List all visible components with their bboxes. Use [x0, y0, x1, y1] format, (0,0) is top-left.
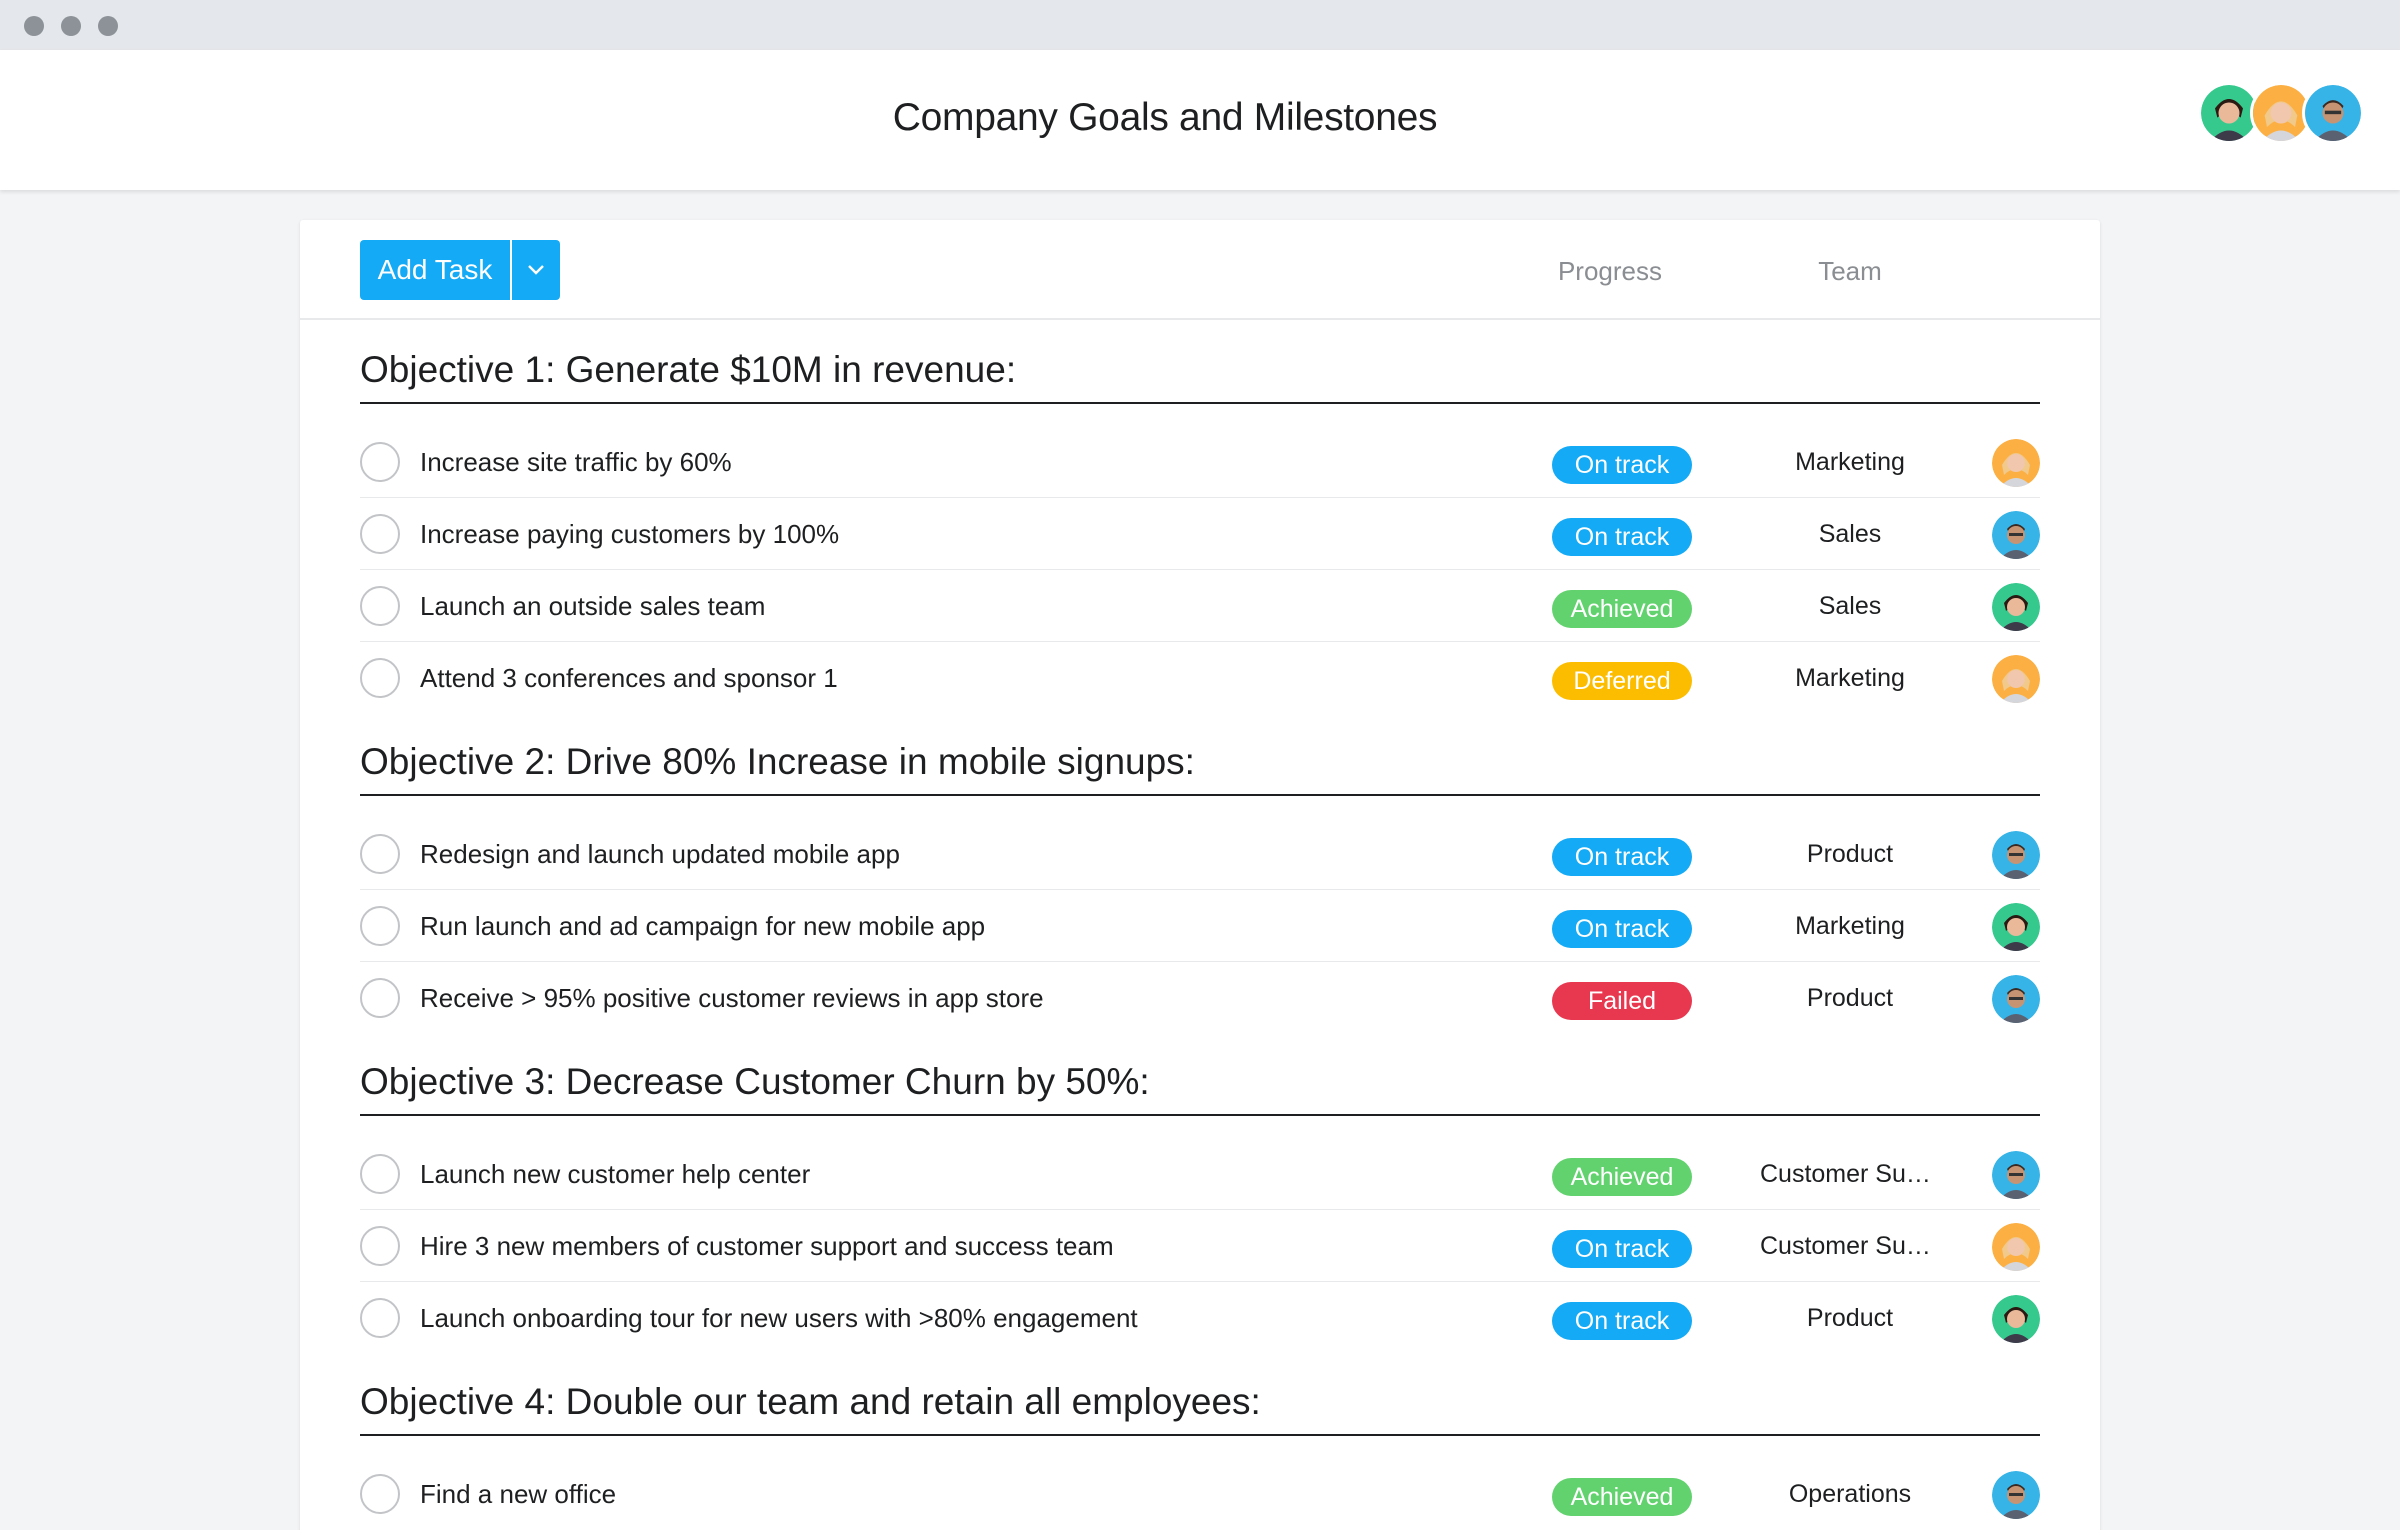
task-row[interactable]: Find a new office Achieved Operations [360, 1458, 2040, 1530]
assignee-avatar-green[interactable] [1992, 583, 2040, 631]
assignee-avatar-blue[interactable] [1992, 1471, 2040, 1519]
task-complete-checkbox[interactable] [360, 514, 400, 554]
section-header[interactable]: Objective 1: Generate $10M in revenue: [360, 342, 2040, 404]
team-field[interactable]: Marketing [1795, 448, 1905, 476]
progress-status-badge[interactable]: Deferred [1552, 662, 1692, 700]
task-name[interactable]: Attend 3 conferences and sponsor 1 [420, 663, 838, 693]
assignee-avatar-blue[interactable] [1992, 831, 2040, 879]
task-name[interactable]: Launch onboarding tour for new users wit… [420, 1303, 1138, 1333]
progress-status-badge[interactable]: Failed [1552, 982, 1692, 1020]
window-minimize-dot[interactable] [61, 16, 81, 36]
assignee-avatar-blue[interactable] [1992, 1151, 2040, 1199]
list-toolbar: Add Task Progress Team [300, 220, 2100, 320]
task-complete-checkbox[interactable] [360, 906, 400, 946]
progress-status-badge[interactable]: On track [1552, 1302, 1692, 1340]
task-complete-checkbox[interactable] [360, 658, 400, 698]
team-field[interactable]: Product [1806, 984, 1894, 1012]
team-field[interactable]: Sales [1818, 592, 1882, 620]
progress-status-badge[interactable]: On track [1552, 910, 1692, 948]
task-complete-checkbox[interactable] [360, 586, 400, 626]
task-complete-checkbox[interactable] [360, 442, 400, 482]
task-row[interactable]: Receive > 95% positive customer reviews … [360, 962, 2040, 1034]
team-field[interactable]: Product [1806, 840, 1894, 868]
assignee-avatar-green[interactable] [1992, 1295, 2040, 1343]
assignee-avatar-orange[interactable] [1992, 655, 2040, 703]
team-field[interactable]: Customer Succ... [1760, 1160, 1940, 1188]
column-header-progress[interactable]: Progress [1557, 256, 1663, 286]
task-row[interactable]: Increase site traffic by 60% On track Mark… [360, 426, 2040, 498]
add-task-dropdown[interactable] [512, 240, 560, 300]
goals-list: Add Task Progress Team Objective 1: Gene… [300, 220, 2100, 1530]
assignee-avatar-green[interactable] [1992, 903, 2040, 951]
team-field[interactable]: Marketing [1795, 664, 1905, 692]
task-complete-checkbox[interactable] [360, 1154, 400, 1194]
assignee-avatar-blue[interactable] [1992, 975, 2040, 1023]
task-complete-checkbox[interactable] [360, 834, 400, 874]
task-row[interactable]: Launch onboarding tour for new users wit… [360, 1282, 2040, 1354]
section-header[interactable]: Objective 2: Drive 80% Increase in mobil… [360, 734, 2040, 796]
progress-status-badge[interactable]: Achieved [1552, 1478, 1692, 1516]
task-name[interactable]: Run launch and ad campaign for new mobil… [420, 911, 986, 941]
assignee-avatar-orange[interactable] [1992, 1223, 2040, 1271]
section-header[interactable]: Objective 3: Decrease Customer Churn by … [360, 1054, 2040, 1116]
team-field[interactable]: Operations [1788, 1480, 1912, 1508]
member-avatar-blue[interactable] [2302, 82, 2364, 144]
window-maximize-dot[interactable] [98, 16, 118, 36]
section-header[interactable]: Objective 4: Double our team and retain … [360, 1374, 2040, 1436]
task-name[interactable]: Launch an outside sales team [420, 591, 766, 621]
progress-status-badge[interactable]: Achieved [1552, 1158, 1692, 1196]
task-complete-checkbox[interactable] [360, 1226, 400, 1266]
task-name[interactable]: Find a new office [420, 1479, 617, 1509]
progress-status-badge[interactable]: Achieved [1552, 590, 1692, 628]
task-complete-checkbox[interactable] [360, 1474, 400, 1514]
window-close-dot[interactable] [24, 16, 44, 36]
team-field[interactable]: Customer Succ... [1760, 1232, 1940, 1260]
member-avatar-green[interactable] [2198, 82, 2260, 144]
team-field[interactable]: Sales [1818, 520, 1882, 548]
page-title: Company Goals and Milestones [892, 96, 1438, 139]
progress-status-badge[interactable]: On track [1552, 518, 1692, 556]
task-name[interactable]: Redesign and launch updated mobile app [420, 839, 900, 869]
task-complete-checkbox[interactable] [360, 1298, 400, 1338]
column-header-team[interactable]: Team [1818, 256, 1882, 286]
window-chrome [0, 0, 2400, 50]
task-complete-checkbox[interactable] [360, 978, 400, 1018]
chevron-down-icon [528, 265, 544, 275]
task-name[interactable]: Hire 3 new members of customer support a… [420, 1231, 1114, 1261]
progress-status-badge[interactable]: On track [1552, 446, 1692, 484]
progress-status-badge[interactable]: On track [1552, 1230, 1692, 1268]
task-row[interactable]: Launch new customer help center Achieved C… [360, 1138, 2040, 1210]
add-task-button[interactable]: Add Task [360, 240, 510, 300]
task-row[interactable]: Launch an outside sales team Achieved Sale… [360, 570, 2040, 642]
assignee-avatar-blue[interactable] [1992, 511, 2040, 559]
task-row[interactable]: Run launch and ad campaign for new mobil… [360, 890, 2040, 962]
project-header: Company Goals and Milestones [0, 50, 2400, 190]
add-task-split-button: Add Task [360, 240, 560, 300]
assignee-avatar-orange[interactable] [1992, 439, 2040, 487]
task-row[interactable]: Hire 3 new members of customer support a… [360, 1210, 2040, 1282]
team-field[interactable]: Product [1806, 1304, 1894, 1332]
task-name[interactable]: Increase paying customers by 100% [420, 519, 840, 549]
team-field[interactable]: Marketing [1795, 912, 1905, 940]
task-name[interactable]: Receive > 95% positive customer reviews … [420, 983, 1044, 1013]
task-row[interactable]: Redesign and launch updated mobile app On… [360, 818, 2040, 890]
progress-status-badge[interactable]: On track [1552, 838, 1692, 876]
task-name[interactable]: Increase site traffic by 60% [420, 447, 732, 477]
task-row[interactable]: Attend 3 conferences and sponsor 1 Deferr… [360, 642, 2040, 714]
task-name[interactable]: Launch new customer help center [420, 1159, 811, 1189]
task-row[interactable]: Increase paying customers by 100% On trac… [360, 498, 2040, 570]
